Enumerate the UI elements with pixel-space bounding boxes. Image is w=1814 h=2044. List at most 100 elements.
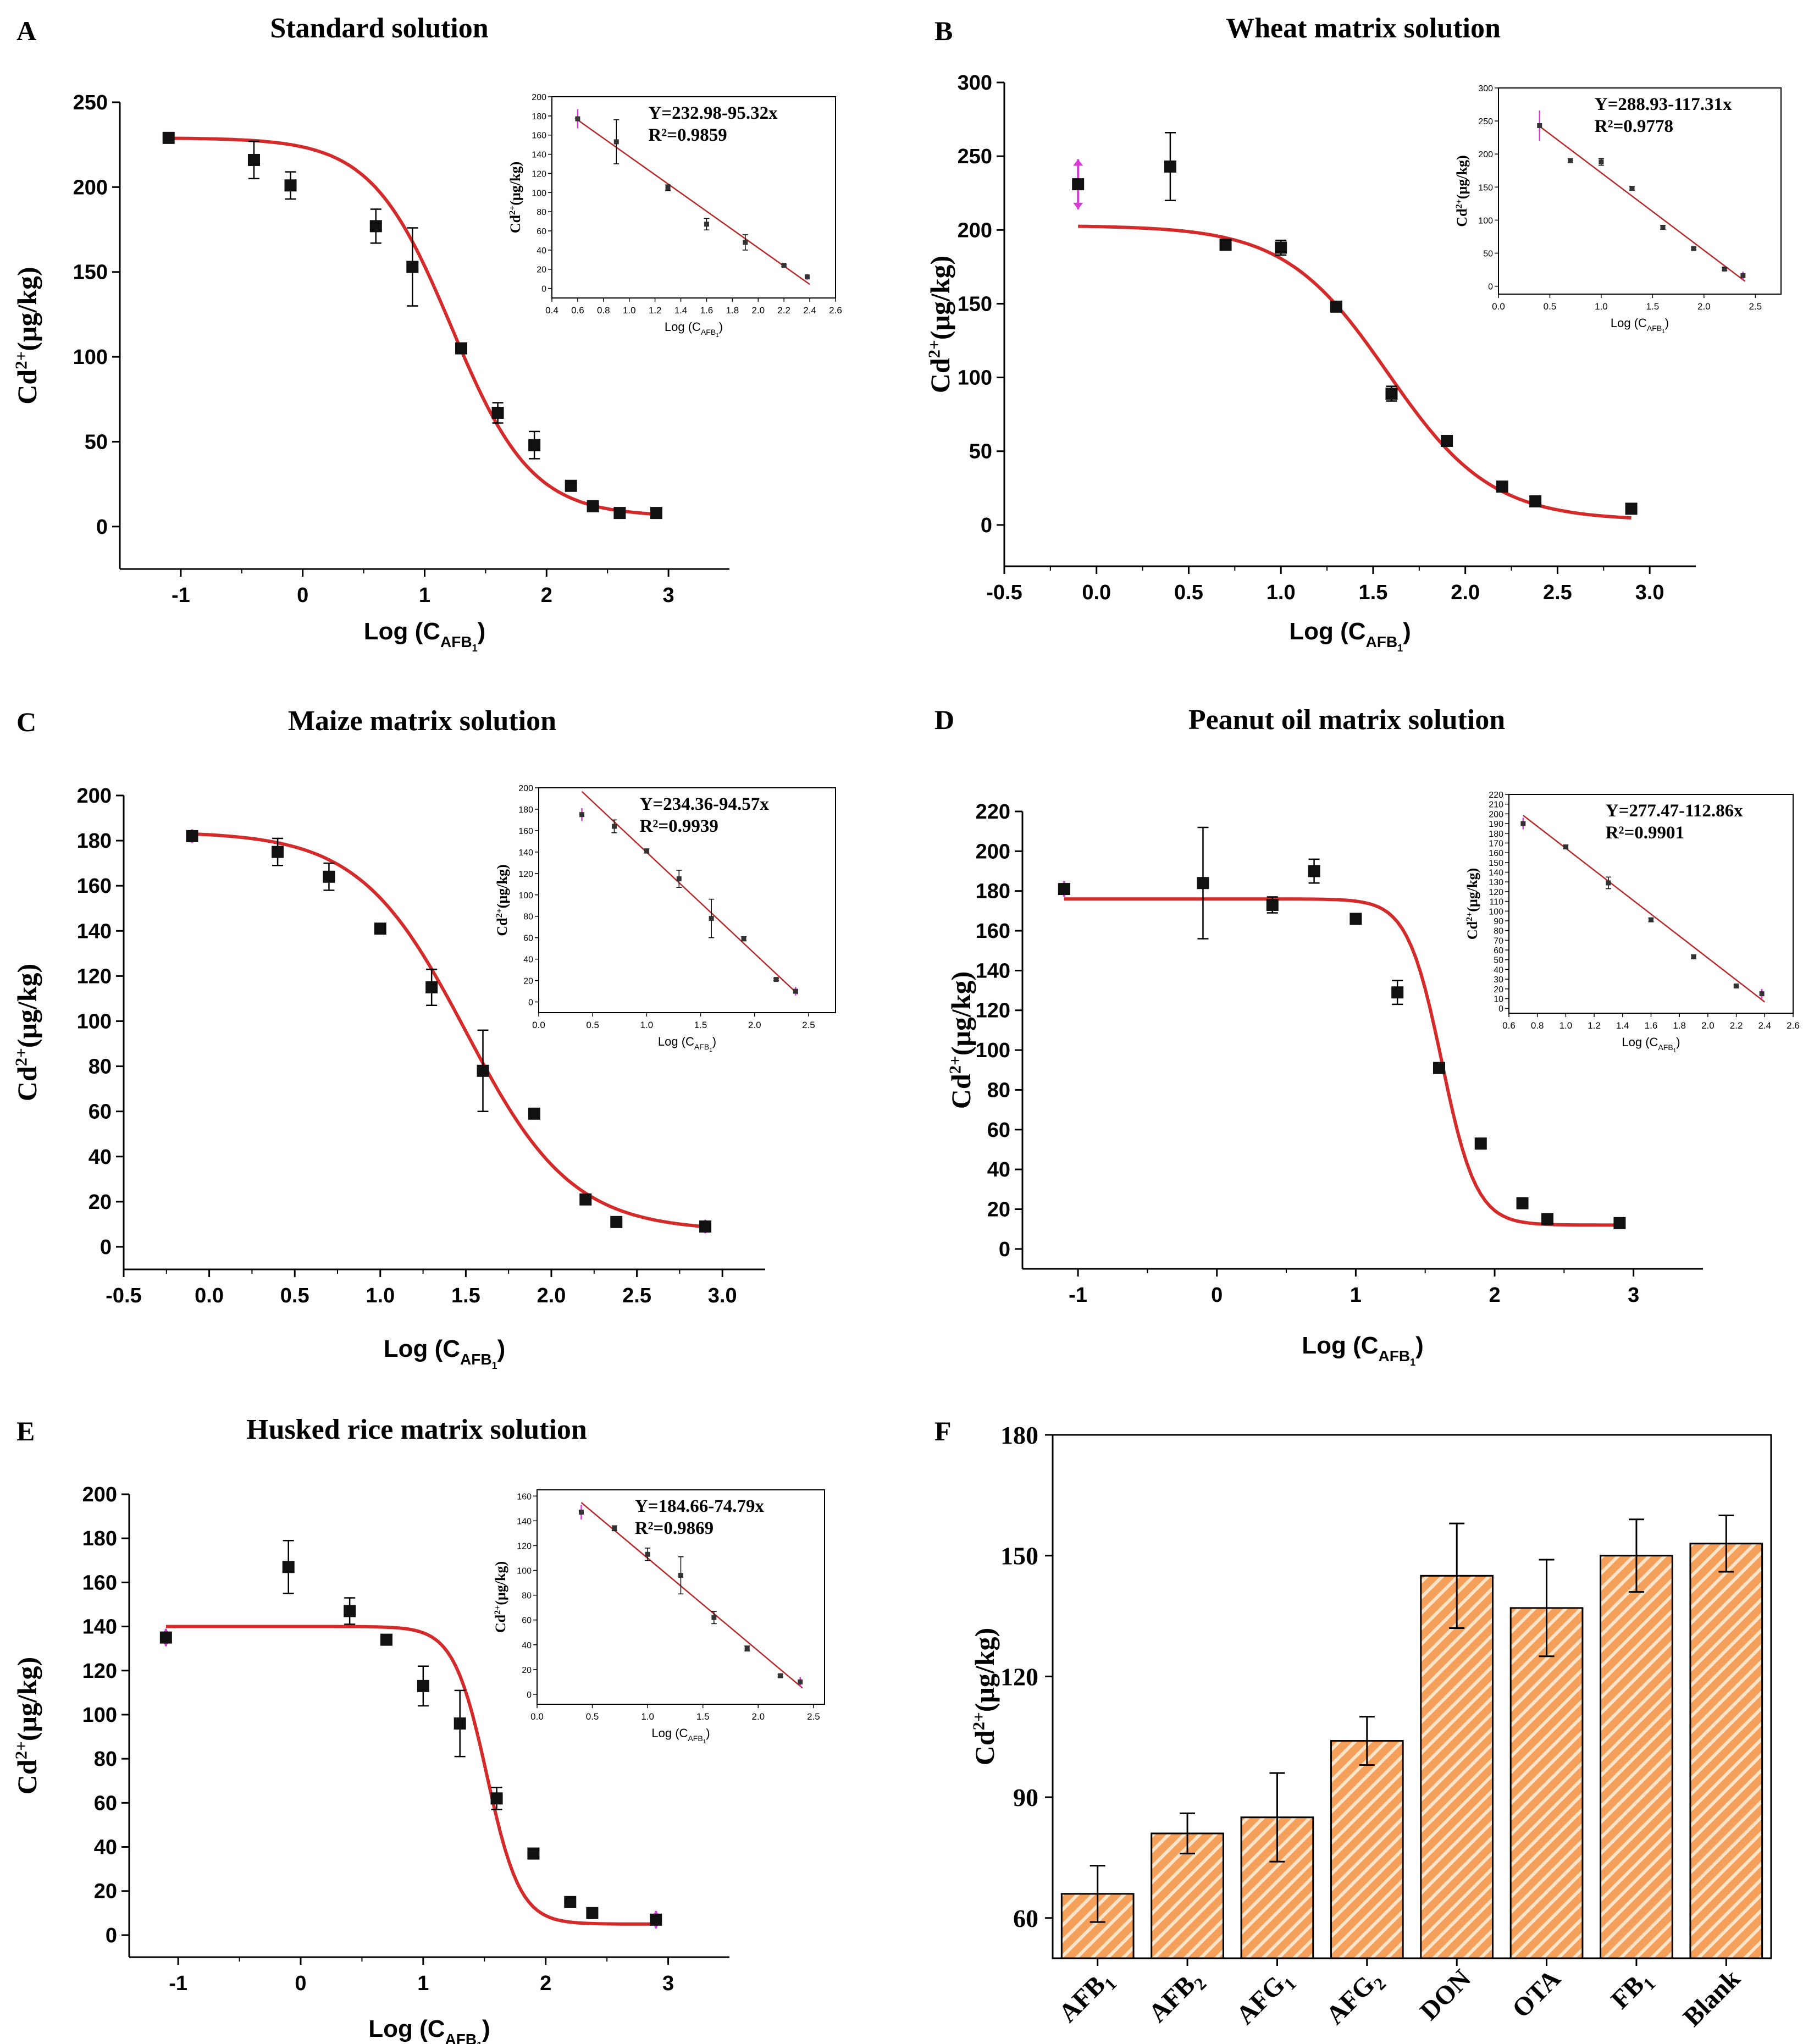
x-tick-label: 0.5 [280,1284,309,1307]
inset-data-point [578,1510,584,1515]
inset-fit-line [580,1502,803,1689]
inset-y-tick-label: 100 [518,891,533,901]
inset-equation: Y=234.36-94.57x [640,794,770,814]
x-tick-label: 0.0 [195,1284,224,1307]
bar [1330,1740,1404,1959]
data-point [247,153,260,166]
inset-data-point [645,1551,650,1557]
y-axis-label-unit: (μg/kg) [1464,868,1480,912]
inset-x-tick-label: 1.8 [1673,1020,1686,1031]
y-tick-label: 90 [1013,1783,1038,1811]
x-axis-label-suffix: ) [482,2015,490,2042]
inset-x-tick-label: 0.0 [532,1020,545,1030]
y-tick-label: 180 [976,880,1010,903]
inset-r-squared: R²=0.9859 [648,125,727,145]
y-axis-label-sup: 2+ [12,351,31,369]
data-point [1541,1213,1554,1225]
inset-y-tick-label: 20 [522,1666,532,1675]
inset-y-tick-label: 10 [1494,995,1503,1004]
x-tick-label: 3.0 [708,1284,737,1307]
inset-frame [551,96,836,299]
x-tick-label: 0 [295,1972,306,1995]
inset-x-tick-label: 1.0 [640,1020,654,1030]
inset-y-tick-label: 0 [1488,283,1493,292]
y-tick-label: 200 [82,1483,117,1506]
inset-x-tick-label: 1.0 [623,305,636,316]
panel-letter: A [16,15,36,46]
x-tick-label: 0 [297,584,308,607]
x-tick-label: 0 [1211,1284,1223,1307]
inset-r-squared: R²=0.9778 [1595,117,1673,136]
inset-data-point [711,1615,717,1620]
inset-y-tick-label: 140 [532,151,546,160]
y-axis-label-sup: 2+ [969,1712,988,1730]
x-tick-label: 3 [662,1972,674,1995]
inset-y-tick-label: 180 [532,112,546,121]
y-axis-label: Cd2+(μg/kg) [12,267,43,404]
inset-x-label-suffix: ) [712,1035,716,1048]
category-label-base: DON [1414,1964,1476,2026]
data-point [491,406,504,419]
x-axis-label-sub: AFB [460,1351,492,1368]
inset-x-tick-label: 0.6 [571,305,584,316]
x-axis-label-subsub: 1 [1397,643,1403,654]
inset-x-label: Log (CAFB1) [658,1035,716,1053]
y-axis-label-main: Cd [945,1074,976,1109]
inset-y-tick-label: 150 [1478,183,1493,192]
inset-fit-line [1537,124,1746,282]
x-tick-label: 3.0 [1635,581,1664,604]
category-label: AFG2 [1320,1964,1390,2033]
y-tick-label: 100 [958,367,992,390]
inset-x-tick-label: 1.0 [1559,1020,1573,1031]
inset-y-tick-label: 120 [1489,888,1503,897]
data-point [1625,502,1638,515]
inset-x-label-suffix: ) [1676,1035,1680,1049]
inset-y-tick-label: 40 [537,246,546,256]
inset-data-point [1568,158,1573,163]
data-point [528,439,541,451]
inset-x-tick-label: 2.2 [1730,1020,1743,1031]
inset-frame [538,787,836,1013]
inset-y-tick-label: 300 [1478,84,1493,93]
data-point [1350,913,1362,925]
y-axis-label-main: Cd [12,369,42,405]
inset-y-tick-label: 60 [537,227,546,236]
x-tick-label: -1 [172,584,190,607]
data-point [586,1907,599,1919]
inset-y-tick-label: 20 [537,266,546,275]
inset-data-point [741,936,746,942]
inset-data-point [778,1673,783,1678]
data-point [587,500,599,512]
inset-y-tick-label: 220 [1489,791,1503,800]
inset-x-tick-label: 0.0 [530,1711,544,1722]
y-axis-label: Cd2+(μg/kg) [493,1561,508,1633]
panel-B: B Wheat matrix solution -0.5 0.0 0.5 1.0 1.5 2.… [925,13,1782,654]
y-tick-label: 100 [77,1010,112,1033]
inset-data-point [676,876,682,882]
inset-x-tick-label: 0.0 [1492,301,1505,312]
y-tick-label: 0 [100,1236,112,1259]
y-tick-label: 20 [94,1880,117,1903]
y-tick-label: 150 [1000,1542,1038,1570]
inset-x-tick-label: 1.5 [694,1020,707,1030]
y-tick-label: 40 [89,1146,112,1169]
inset-x-label-prefix: Log (C [658,1035,694,1048]
x-tick-label: 2.5 [1543,581,1572,604]
y-axis-label-unit: (μg/kg) [493,1561,508,1605]
inset-data-point [1722,266,1727,272]
y-tick-label: 60 [94,1792,117,1815]
y-tick-label: 180 [82,1527,117,1550]
x-axis-label: Log (CAFB1) [364,618,486,654]
y-tick-label: 160 [82,1571,117,1594]
panel-title: Wheat matrix solution [1226,13,1501,44]
y-axis-label-main: Cd [969,1730,1000,1765]
inset-data-point [613,139,619,145]
x-tick-label: 2 [1489,1284,1500,1307]
inset-y-tick-label: 80 [523,913,533,922]
x-axis-label: Log (CAFB1) [1289,618,1411,654]
inset-data-point [709,916,714,921]
inset-fit-line [1523,815,1766,1003]
data-point [374,922,386,935]
panel-letter: E [16,1416,35,1446]
data-point [1164,160,1176,173]
